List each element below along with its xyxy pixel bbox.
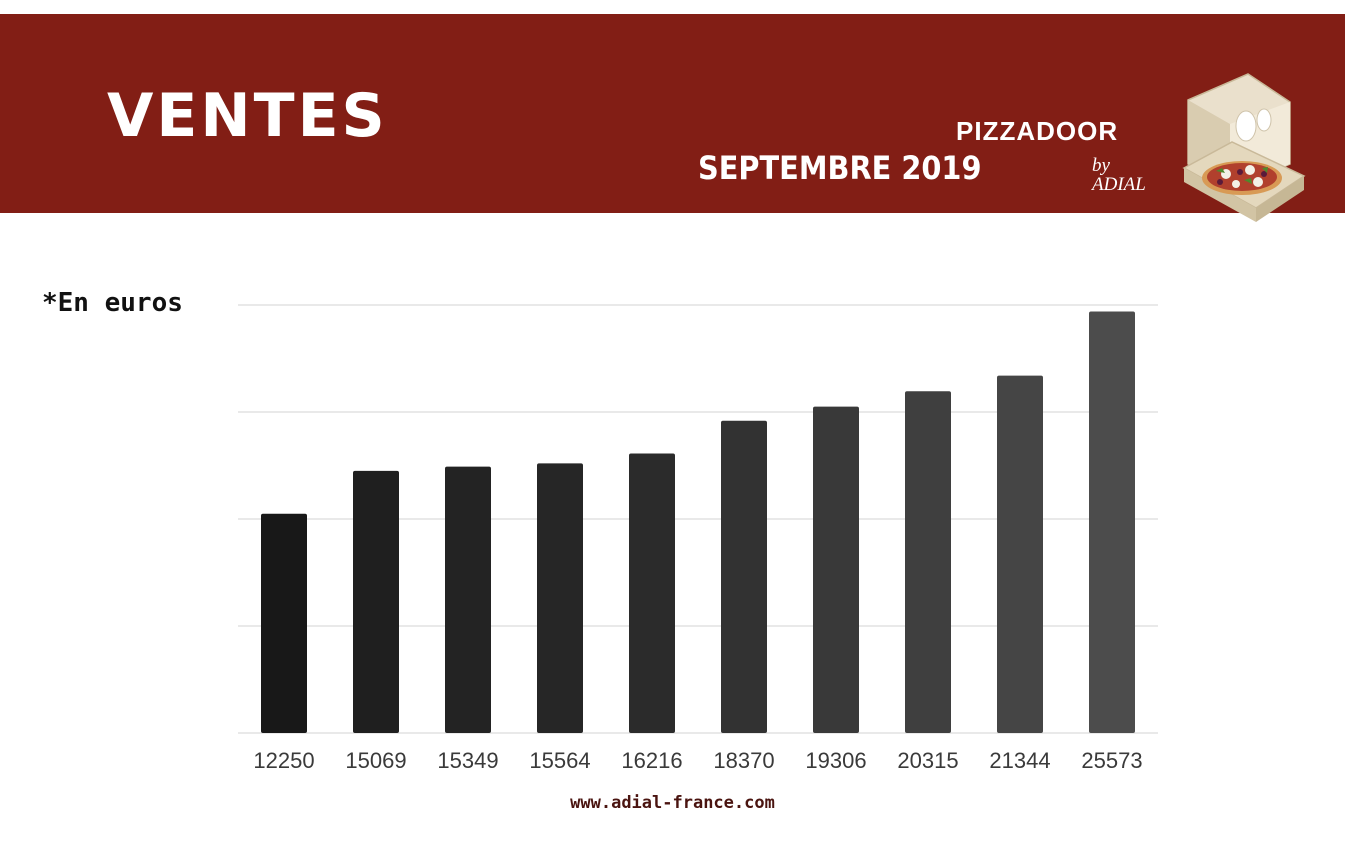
x-tick-label: 15069 xyxy=(345,748,406,773)
x-tick-labels: 12250 15069 15349 15564 16216 18370 19306 20315… xyxy=(253,748,1142,773)
page-title: VENTES xyxy=(107,81,388,151)
bar-19306 xyxy=(813,406,859,733)
x-tick-label: 20315 xyxy=(897,748,958,773)
x-tick-label: 19306 xyxy=(805,748,866,773)
bar-20315 xyxy=(905,391,951,733)
x-tick-label: 18370 xyxy=(713,748,774,773)
bar-18370 xyxy=(721,420,767,733)
bar-12250 xyxy=(261,513,307,733)
bar-16216 xyxy=(629,453,675,733)
bar-15349 xyxy=(445,466,491,733)
bar-15564 xyxy=(537,463,583,733)
period-label: SEPTEMBRE 2019 xyxy=(698,149,982,187)
x-tick-label: 15349 xyxy=(437,748,498,773)
logo-by-text: by ADIAL xyxy=(1092,155,1146,195)
unit-note: *En euros xyxy=(42,288,183,318)
x-tick-label: 16216 xyxy=(621,748,682,773)
bar-21344 xyxy=(997,375,1043,733)
bars xyxy=(261,311,1135,733)
footer-url: www.adial-france.com xyxy=(570,793,775,813)
x-tick-label: 15564 xyxy=(529,748,590,773)
x-tick-label: 25573 xyxy=(1081,748,1142,773)
x-tick-label: 12250 xyxy=(253,748,314,773)
header-banner xyxy=(0,14,1345,213)
brand-logo: PIZZADOOR by ADIAL xyxy=(956,116,1166,194)
logo-brand-text: PIZZADOOR xyxy=(956,116,1119,146)
bar-15069 xyxy=(353,470,399,733)
x-tick-label: 21344 xyxy=(989,748,1050,773)
pizza-box-icon xyxy=(1182,73,1306,222)
bar-25573 xyxy=(1089,311,1135,733)
